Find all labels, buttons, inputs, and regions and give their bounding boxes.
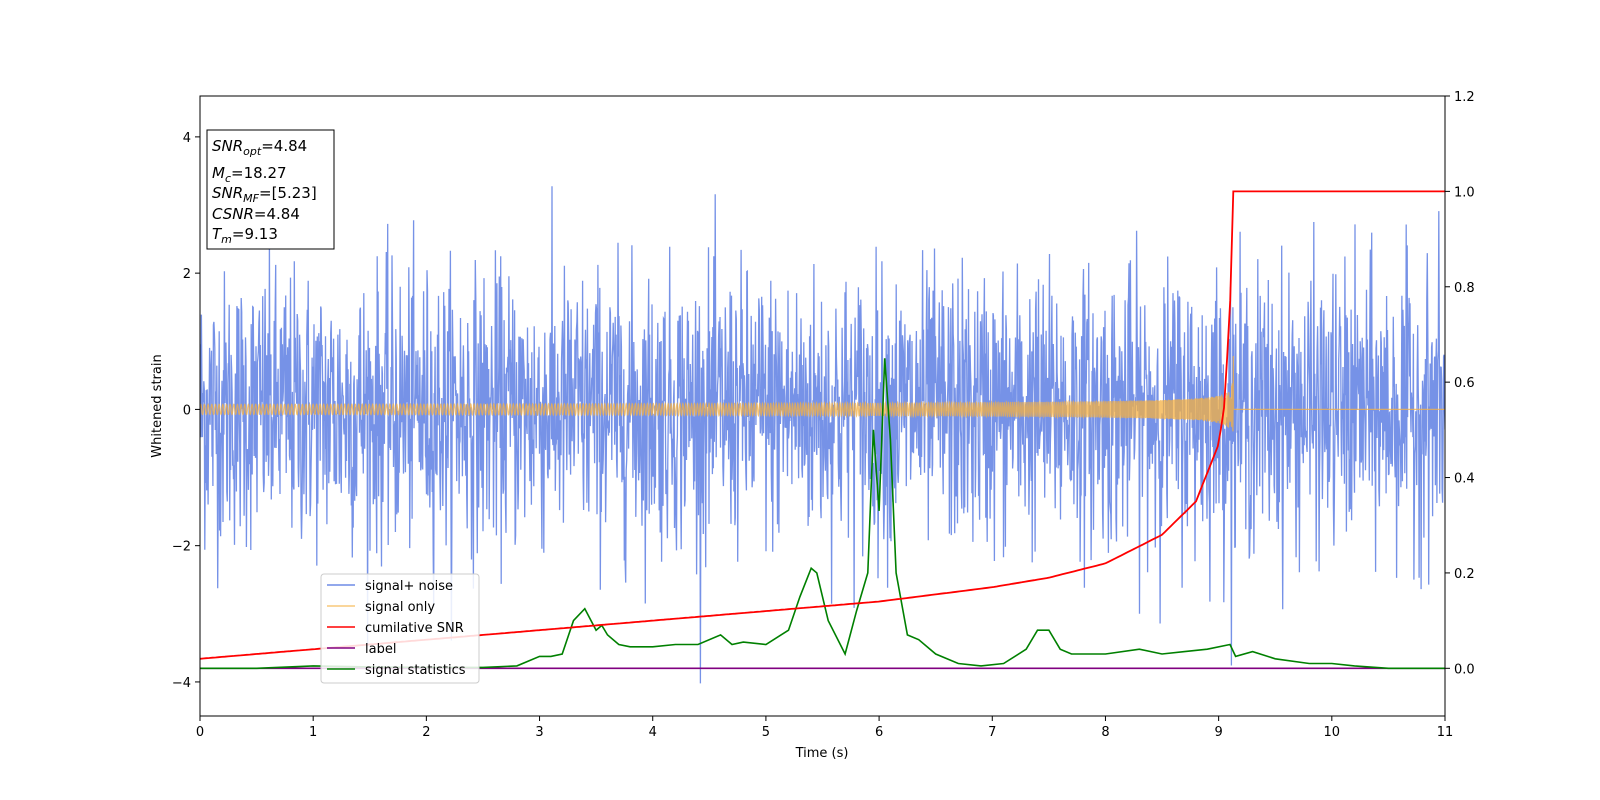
series-signal-only-line (200, 355, 1445, 432)
y-left-tick-label: −2 (172, 540, 191, 555)
info-snr-mf: SNRMF=[5.23] (212, 184, 317, 205)
y-right-tick-label: 0.4 (1454, 472, 1475, 487)
x-tick-label: 9 (1214, 725, 1222, 740)
y-right-tick-label: 0.8 (1454, 281, 1475, 296)
legend-label-cumilative-snr: cumilative SNR (365, 621, 464, 636)
x-tick-label: 6 (875, 725, 883, 740)
series-signal-plus-noise-line (200, 186, 1445, 684)
legend: signal+ noise signal only cumilative SNR… (320, 573, 480, 684)
y-left-tick-label: 4 (183, 131, 191, 146)
x-tick-label: 3 (535, 725, 543, 740)
y-axis-right: 0.0 0.2 0.4 0.6 0.8 1.0 1.2 (1445, 90, 1475, 677)
y-axis-left: −4 −2 0 2 4 (172, 131, 200, 691)
x-tick-label: 5 (762, 725, 770, 740)
series-signal-statistics (200, 358, 1445, 670)
legend-label-signal-plus-noise: signal+ noise (365, 579, 453, 594)
plot-frame (199, 95, 1446, 717)
info-csnr: CSNR=4.84 (212, 205, 300, 223)
x-tick-label: 2 (422, 725, 430, 740)
legend-frame (320, 573, 480, 684)
legend-label-signal-only: signal only (365, 600, 435, 615)
info-tm: Tm=9.13 (212, 225, 278, 246)
series-signal-plus-noise (200, 186, 1445, 684)
y-left-tick-label: 0 (183, 403, 191, 418)
y-right-tick-label: 0.0 (1454, 662, 1475, 677)
y-left-tick-label: 2 (183, 267, 191, 282)
y-right-tick-label: 1.0 (1454, 185, 1475, 200)
x-tick-label: 7 (988, 725, 996, 740)
y-right-tick-label: 0.2 (1454, 567, 1475, 582)
info-box: SNRopt=4.84 Mc=18.27 SNRMF=[5.23] CSNR=4… (206, 129, 335, 250)
x-axis-label: Time (s) (795, 746, 849, 761)
y-right-tick-label: 1.2 (1454, 90, 1475, 105)
info-snr-opt: SNRopt=4.84 (212, 137, 307, 158)
info-box-frame (206, 129, 335, 250)
series-signal-only (200, 355, 1445, 432)
x-tick-label: 1 (309, 725, 317, 740)
x-axis: 0 1 2 3 4 5 6 7 8 9 10 11 (196, 716, 1453, 740)
legend-label-signal-statistics: signal statistics (365, 663, 466, 678)
x-tick-label: 4 (649, 725, 657, 740)
series-signal-statistics-line (200, 358, 1445, 670)
y-left-tick-label: −4 (172, 676, 191, 691)
x-tick-label: 11 (1437, 725, 1454, 740)
info-mc: Mc=18.27 (212, 164, 287, 185)
x-tick-label: 8 (1101, 725, 1109, 740)
x-tick-label: 10 (1324, 725, 1341, 740)
y-axis-label: Whitened strain (150, 354, 165, 457)
x-tick-label: 0 (196, 725, 204, 740)
legend-label-label: label (365, 642, 396, 657)
y-right-tick-label: 0.6 (1454, 376, 1475, 391)
